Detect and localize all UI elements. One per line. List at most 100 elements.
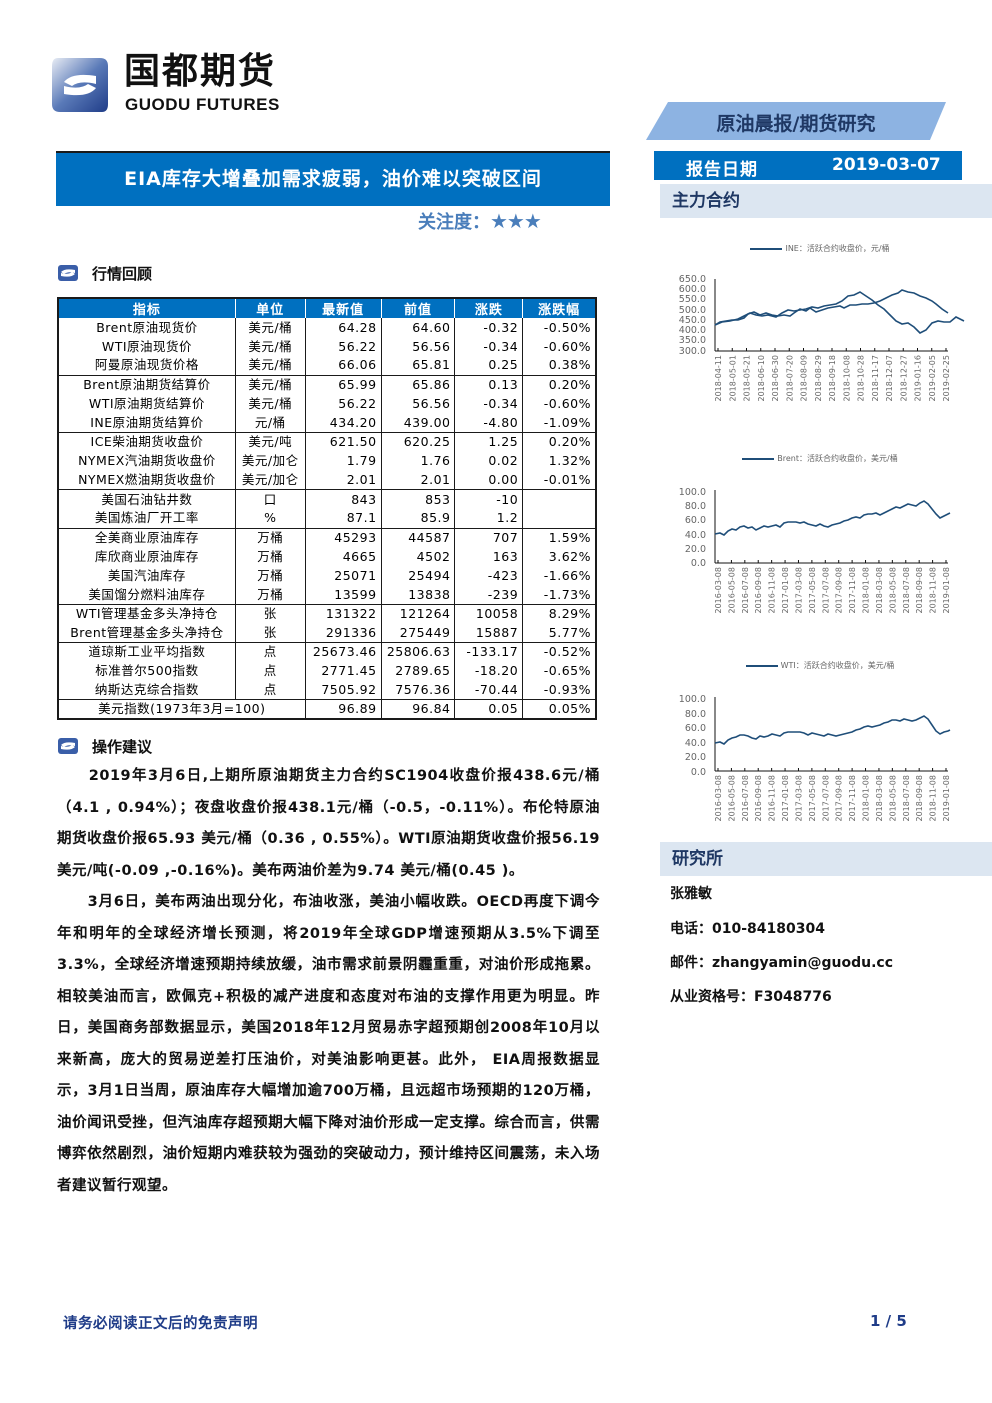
table-row: WTI管理基金多头净持仓 张 131322 121264 10058 8.29%	[57, 603, 596, 624]
svg-text:40.0: 40.0	[685, 738, 706, 749]
svg-text:550.0: 550.0	[679, 294, 706, 305]
cell-indicator: 库欣商业原油库存	[57, 547, 236, 567]
brent-line-plot: 100.0 80.0 60.0 40.0 20.0 0.0 2016-03-08…	[679, 487, 951, 614]
cell-change-pct: 5.77%	[522, 623, 596, 643]
svg-text:650.0: 650.0	[679, 274, 706, 285]
svg-text:2016-05-08: 2016-05-08	[727, 567, 736, 614]
chart-legend: Brent：活跃合约收盘价，美元/桶	[670, 453, 970, 464]
svg-text:2017-11-08: 2017-11-08	[848, 567, 857, 614]
table-row: WTI原油期货结算价 美元/桶 56.22 56.56 -0.34 -0.60%	[57, 394, 596, 414]
cell-latest: 45293	[304, 527, 382, 548]
svg-text:500.0: 500.0	[679, 305, 706, 316]
svg-text:2016-03-08: 2016-03-08	[714, 775, 723, 822]
table-row: 美国炼油厂开工率 % 87.1 85.9 1.2	[57, 508, 596, 529]
section-title: 行情回顾	[92, 265, 153, 283]
svg-text:2016-09-08: 2016-09-08	[754, 775, 763, 822]
col-header-change: 涨跌	[454, 298, 524, 318]
cell-unit: 美元/加仑	[234, 451, 306, 471]
svg-text:2018-10-28: 2018-10-28	[857, 355, 866, 402]
col-header-latest: 最新值	[305, 298, 382, 318]
cell-change-pct: 3.62%	[522, 547, 596, 567]
cell-previous: 121264	[380, 603, 455, 624]
cell-previous: 44587	[380, 527, 455, 548]
cell-previous: 439.00	[380, 413, 455, 433]
svg-text:2018-05-21: 2018-05-21	[743, 355, 752, 402]
cell-indicator: ICE柴油期货收盘价	[57, 432, 236, 452]
svg-text:2018-01-08: 2018-01-08	[862, 567, 871, 614]
svg-text:2018-11-08: 2018-11-08	[929, 567, 938, 614]
attention-label: 关注度：	[418, 212, 490, 233]
cell-unit: 美元/桶	[234, 356, 306, 376]
svg-text:100.0: 100.0	[679, 694, 706, 705]
svg-text:2018-07-08: 2018-07-08	[902, 567, 911, 614]
svg-text:2018-06-30: 2018-06-30	[771, 355, 780, 402]
cell-latest: 7505.92	[304, 680, 382, 700]
cell-latest: 64.28	[304, 318, 382, 338]
cell-change-pct: -1.66%	[522, 566, 596, 586]
legend-label: WTI：活跃合约收盘价，美元/桶	[780, 661, 895, 670]
logo-english-name: GUODU FUTURES	[125, 95, 280, 114]
cell-change-pct: -1.73%	[522, 585, 596, 605]
svg-text:2018-05-08: 2018-05-08	[888, 775, 897, 822]
cell-unit: 美元/桶	[234, 374, 306, 395]
svg-text:2016-11-08: 2016-11-08	[768, 775, 777, 822]
svg-text:2016-11-08: 2016-11-08	[768, 567, 777, 614]
cell-change: 15887	[454, 623, 523, 643]
svg-text:40.0: 40.0	[685, 530, 706, 541]
cell-indicator: WTI管理基金多头净持仓	[57, 603, 236, 624]
cell-change-pct: 1.59%	[522, 527, 596, 548]
cell-previous: 13838	[380, 585, 455, 605]
cell-unit: 美元/桶	[234, 394, 306, 414]
cell-change: 0.05	[454, 699, 523, 720]
table-row: 道琼斯工业平均指数 点 25673.46 25806.63 -133.17 -0…	[57, 642, 596, 662]
analyst-email[interactable]: 邮件：zhangyamin@guodu.cc	[670, 955, 893, 971]
table-row: 库欣商业原油库存 万桶 4665 4502 163 3.62%	[57, 547, 596, 567]
cell-latest: 56.22	[304, 394, 382, 414]
table-row: 美国汽油库存 万桶 25071 25494 -423 -1.66%	[57, 566, 596, 586]
svg-text:2018-11-08: 2018-11-08	[929, 775, 938, 822]
cell-unit: 美元/桶	[234, 318, 306, 338]
cell-indicator: 道琼斯工业平均指数	[57, 642, 236, 662]
cell-change-pct: -0.01%	[522, 470, 596, 490]
cell-change-pct	[522, 508, 596, 529]
cell-change: -0.34	[454, 394, 523, 414]
svg-text:2018-09-08: 2018-09-08	[915, 567, 924, 614]
cell-previous: 56.56	[380, 394, 455, 414]
table-row: 全美商业原油库存 万桶 45293 44587 707 1.59%	[57, 527, 596, 548]
cell-change: -0.34	[454, 337, 523, 357]
section-logo-icon	[58, 265, 78, 281]
cell-change: -239	[454, 585, 523, 605]
chart-legend: WTI：活跃合约收盘价，美元/桶	[670, 660, 970, 671]
cell-previous: 2.01	[380, 470, 455, 490]
wti-line-plot: 100.0 80.0 60.0 40.0 20.0 0.0 2016-03-08…	[679, 694, 951, 822]
svg-text:2017-09-08: 2017-09-08	[835, 775, 844, 822]
svg-text:0.0: 0.0	[691, 767, 706, 778]
cell-previous: 25806.63	[380, 642, 455, 662]
svg-text:2019-02-25: 2019-02-25	[942, 355, 951, 402]
cell-previous: 853	[380, 489, 455, 509]
logo-mark-icon	[52, 58, 108, 112]
analyst-license: 从业资格号：F3048776	[670, 989, 832, 1005]
cell-previous: 275449	[380, 623, 455, 643]
paragraph-market-analysis: 3月6日，美布两油出现分化，布油收涨，美油小幅收跌。OECD再度下调今年和明年的…	[57, 894, 600, 1194]
disclaimer-link[interactable]: 请务必阅读正文后的免责声明	[63, 1316, 258, 1332]
cell-previous: 25494	[380, 566, 455, 586]
brent-price-chart: Brent：活跃合约收盘价，美元/桶 100.0 80.0 60.0 40.0 …	[670, 450, 970, 620]
legend-label: Brent：活跃合约收盘价，美元/桶	[777, 454, 898, 463]
svg-text:2019-01-16: 2019-01-16	[914, 355, 923, 402]
cell-change: -18.20	[454, 661, 523, 681]
svg-text:2019-02-05: 2019-02-05	[928, 355, 937, 402]
svg-text:2017-03-08: 2017-03-08	[794, 567, 803, 614]
cell-indicator: NYMEX燃油期货收盘价	[57, 470, 236, 490]
cell-change: 10058	[454, 603, 523, 624]
svg-text:2017-01-08: 2017-01-08	[781, 567, 790, 614]
cell-indicator: Brent原油期货结算价	[57, 374, 236, 395]
cell-change-pct: -0.60%	[522, 394, 596, 414]
cell-change-pct: -0.52%	[522, 642, 596, 662]
svg-text:2018-11-17: 2018-11-17	[871, 355, 880, 402]
cell-latest: 66.06	[304, 356, 382, 376]
cell-latest: 25673.46	[304, 642, 382, 662]
cell-unit: 万桶	[234, 527, 306, 548]
cell-unit: 口	[234, 489, 306, 509]
col-header-indicator: 指标	[58, 298, 236, 318]
